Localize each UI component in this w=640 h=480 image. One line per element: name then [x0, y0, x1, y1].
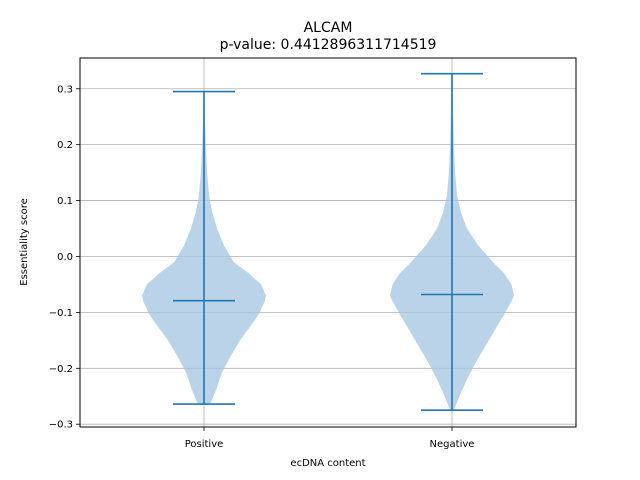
y-tick-label: −0.2	[49, 364, 73, 375]
grid-lines	[80, 58, 576, 427]
x-axis-label: ecDNA content	[290, 458, 365, 469]
y-tick-label: −0.1	[49, 308, 73, 319]
y-tick-label: −0.3	[49, 420, 73, 431]
plot-frame	[79, 57, 577, 428]
chart-subtitle: p-value: 0.4412896311714519	[220, 37, 437, 53]
y-axis-ticks: −0.3 −0.2 −0.1 0.0 0.1 0.2 0.3	[49, 84, 80, 431]
violin-stat-lines	[173, 72, 483, 412]
violin-bodies	[142, 73, 514, 411]
y-tick-label: 0.3	[57, 84, 73, 95]
y-tick-label: 0.0	[57, 252, 73, 263]
chart-title: ALCAM	[304, 20, 353, 36]
x-tick-label: Negative	[430, 439, 475, 450]
y-tick-label: 0.2	[57, 140, 73, 151]
y-axis-label: Essentiality score	[19, 198, 30, 286]
y-tick-label: 0.1	[57, 196, 73, 207]
x-axis-ticks: Positive Negative	[185, 427, 475, 450]
x-tick-label: Positive	[185, 439, 224, 450]
